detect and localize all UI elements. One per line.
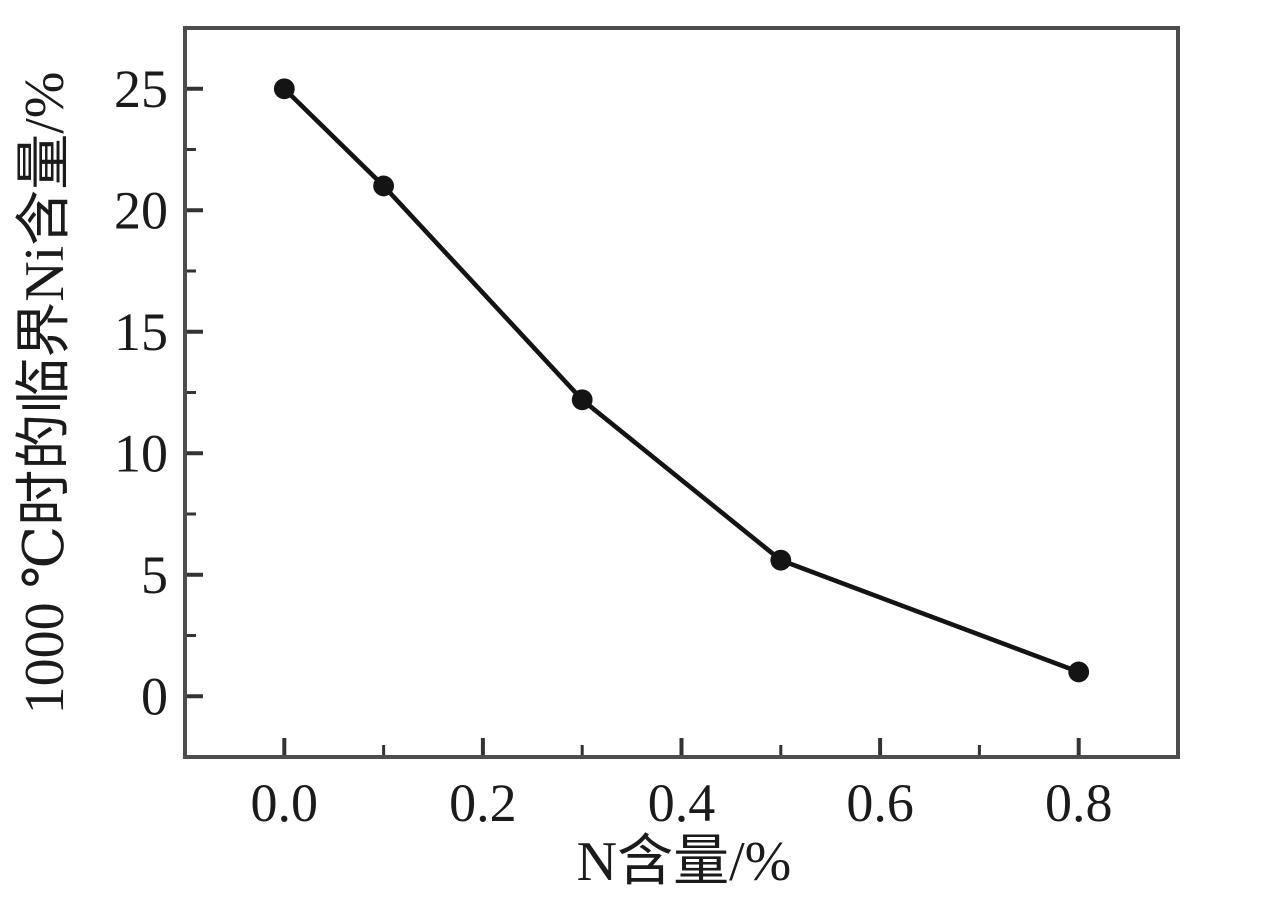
x-axis-title: N含量/%: [576, 831, 792, 893]
y-tick-label: 20: [114, 180, 168, 240]
plot-frame: [183, 26, 1180, 759]
x-tick-label: 0.0: [251, 773, 319, 833]
data-point: [1068, 661, 1090, 683]
y-tick-label: 5: [141, 545, 168, 605]
x-tick-label: 0.6: [846, 773, 914, 833]
y-tick-label: 25: [114, 59, 168, 119]
x-tick-label: 0.4: [648, 773, 716, 833]
x-tick-label: 0.2: [449, 773, 517, 833]
y-tick-label: 10: [114, 423, 168, 483]
y-tick-label: 0: [141, 666, 168, 726]
y-axis-title: 1000 ℃时的临界Ni含量/%: [14, 71, 76, 715]
y-tick-label: 15: [114, 302, 168, 362]
data-point: [373, 175, 394, 197]
x-tick-label: 0.8: [1045, 773, 1113, 833]
data-point: [770, 549, 792, 571]
data-point: [571, 389, 593, 411]
data-line: [281, 86, 1081, 675]
data-point: [273, 78, 295, 100]
